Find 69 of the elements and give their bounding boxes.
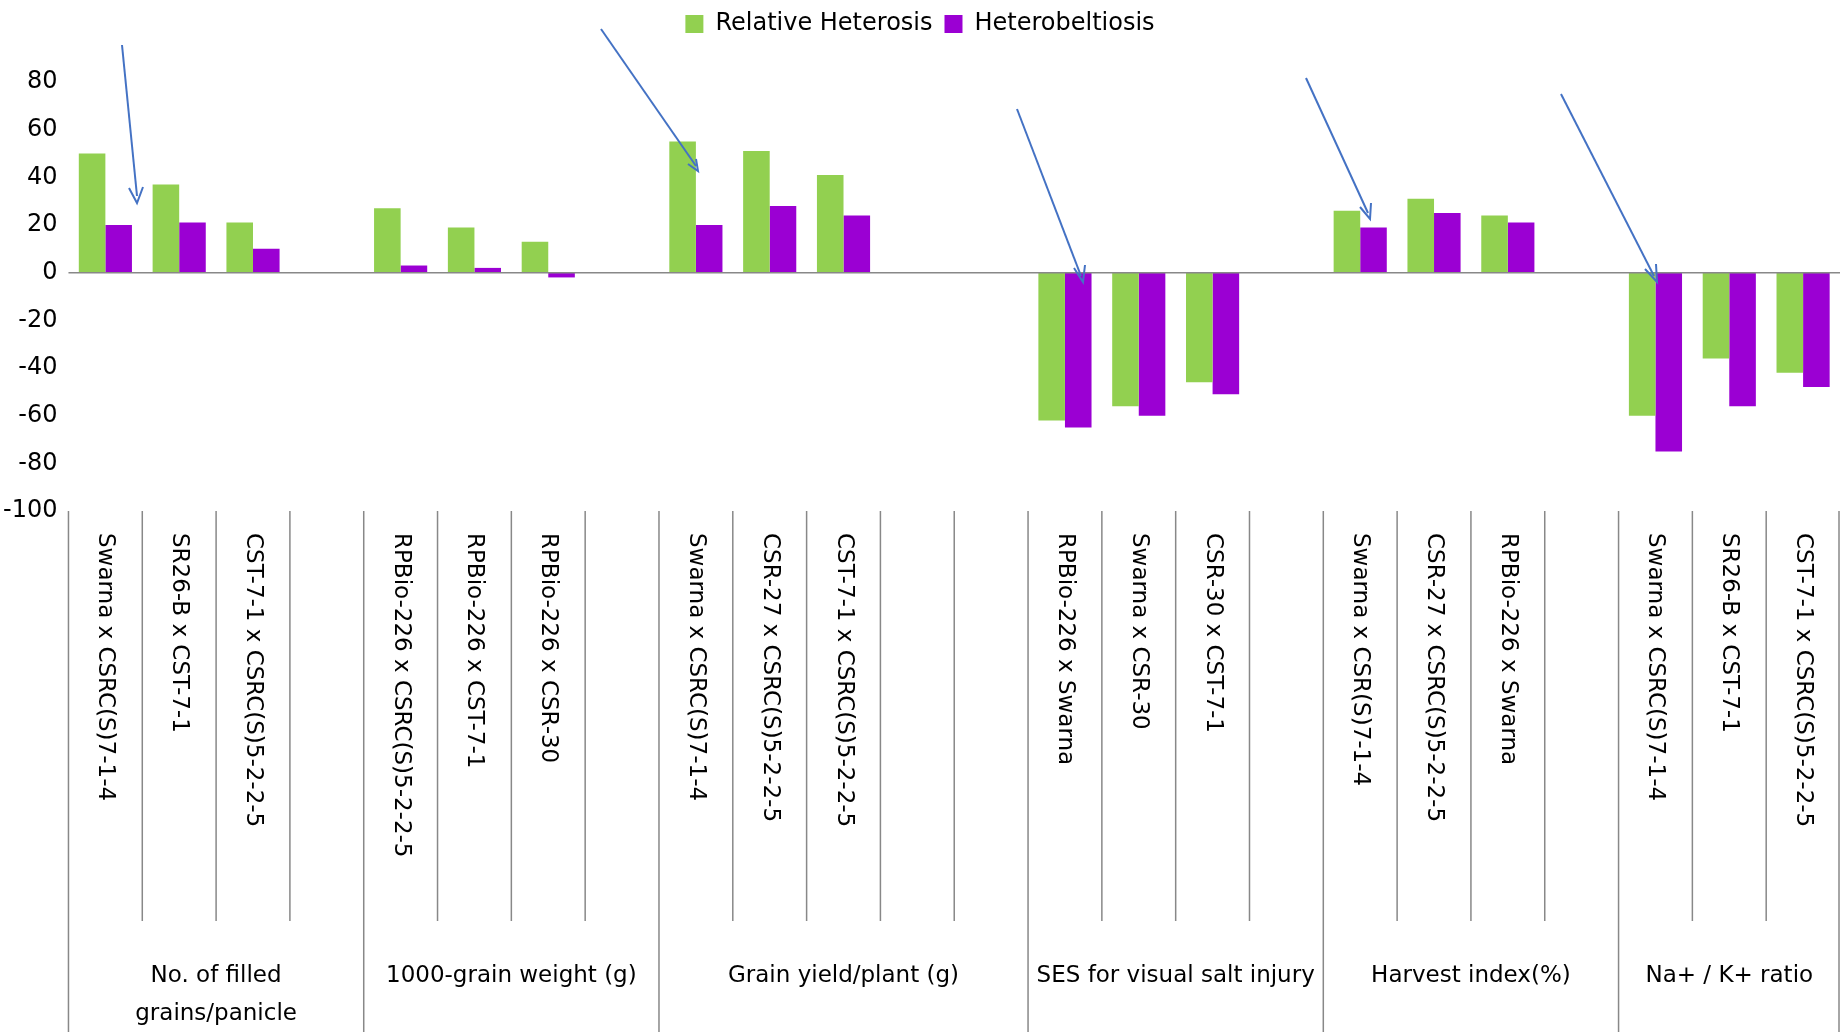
x-tick-label: Swarna x CSR-30 <box>1127 533 1154 730</box>
y-tick-label: 40 <box>26 161 58 190</box>
bar <box>1729 272 1756 407</box>
x-tick-label: RPBio-226 x Swarna <box>1496 533 1523 766</box>
y-tick-label: -40 <box>18 352 58 381</box>
bar <box>78 153 106 273</box>
y-tick-label: 20 <box>26 209 58 238</box>
x-tick-label: CST-7-1 x CSRC(S)5-2-2-5 <box>242 533 269 828</box>
x-tick-label: RPBio-226 x CSR-30 <box>537 533 564 764</box>
text: SES for visual salt injury <box>1036 961 1315 987</box>
bar <box>1655 272 1683 452</box>
bar <box>695 225 723 273</box>
bar <box>743 151 770 273</box>
bar <box>816 174 844 273</box>
bar <box>447 227 475 273</box>
y-tick-label: -60 <box>18 399 58 428</box>
bar <box>226 222 253 273</box>
bar <box>1434 213 1461 273</box>
bar <box>374 208 401 273</box>
y-tick-label: 80 <box>26 66 58 95</box>
bar <box>253 248 280 273</box>
bar <box>1507 222 1535 273</box>
x-tick-label: SR26-B x CST-7-1 <box>168 533 195 733</box>
bar <box>521 241 549 273</box>
legend-label: Heterobeltiosis <box>974 8 1155 37</box>
text: 1000-grain weight (g) <box>386 961 637 987</box>
bar <box>152 184 180 273</box>
x-tick-label: CSR-30 x CST-7-1 <box>1201 533 1228 733</box>
bar <box>1481 215 1508 273</box>
x-tick-label: Swarna x CSR(S)7-1-4 <box>1349 533 1376 787</box>
bar <box>669 141 696 273</box>
bar <box>1803 272 1830 388</box>
bar <box>1360 227 1387 273</box>
x-tick-label: Swarna x CSRC(S)7-1-4 <box>1644 533 1671 802</box>
x-tick-label: CSR-27 x CSRC(S)5-2-2-5 <box>758 533 785 823</box>
x-tick-label: SR26-B x CST-7-1 <box>1718 533 1745 733</box>
bar <box>1112 272 1139 407</box>
legend-label: Relative Heterosis <box>715 8 933 37</box>
bar <box>179 222 206 273</box>
y-tick-label: 60 <box>26 113 58 142</box>
x-tick-label: Swarna x CSRC(S)7-1-4 <box>684 533 711 802</box>
bar <box>1407 198 1435 273</box>
y-tick-label: -100 <box>3 495 58 524</box>
y-tick-label: 0 <box>42 256 58 285</box>
bar <box>105 225 132 273</box>
x-tick-label: RPBio-226 x CSRC(S)5-2-2-5 <box>389 533 416 858</box>
bar <box>1138 272 1166 416</box>
bar <box>1038 272 1065 421</box>
bar <box>843 215 871 273</box>
x-tick-label: CST-7-1 x CSRC(S)5-2-2-5 <box>1792 533 1819 828</box>
bar <box>1702 272 1730 359</box>
bar <box>1776 272 1804 373</box>
text: Harvest index(%) <box>1371 961 1571 987</box>
x-tick-label: RPBio-226 x CST-7-1 <box>463 533 490 769</box>
x-tick-label: Swarna x CSRC(S)7-1-4 <box>94 533 121 802</box>
y-tick-label: -20 <box>18 304 58 333</box>
text: Grain yield/plant (g) <box>727 961 960 987</box>
text: No. of filled grains/panicle <box>135 961 297 1025</box>
bar <box>1212 272 1240 395</box>
x-tick-label: RPBio-226 x Swarna <box>1053 533 1080 766</box>
bar <box>1064 272 1092 428</box>
bar <box>1628 272 1656 416</box>
bar <box>769 205 797 273</box>
x-tick-label: CST-7-1 x CSRC(S)5-2-2-5 <box>832 533 859 828</box>
bar <box>1333 210 1361 273</box>
text: Na+ / K+ ratio <box>1645 961 1814 987</box>
bar <box>1186 272 1213 383</box>
y-tick-label: -80 <box>18 447 58 476</box>
x-tick-label: CSR-27 x CSRC(S)5-2-2-5 <box>1423 533 1450 823</box>
